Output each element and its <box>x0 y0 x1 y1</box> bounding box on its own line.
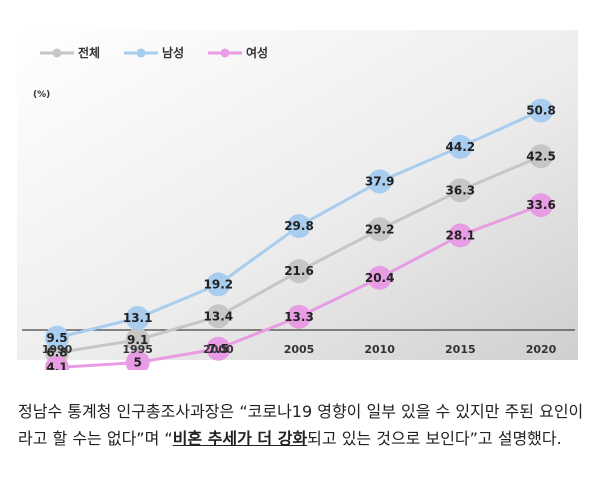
data-label-s2-1: 5 <box>133 356 141 370</box>
caption-highlight: 비혼 추세가 더 강화 <box>172 429 308 448</box>
x-tick-2015: 2015 <box>445 343 476 356</box>
point-s2-6 <box>529 193 553 218</box>
data-label-s0-3: 21.6 <box>284 264 314 278</box>
point-s0-1 <box>125 327 150 352</box>
data-label-s0-2: 13.4 <box>204 309 234 323</box>
data-label-s2-0: 4.1 <box>46 360 67 370</box>
data-points <box>45 98 553 370</box>
x-tick-labels: 1990 1995 2000 2005 2010 2015 2020 <box>42 343 557 356</box>
point-s1-6 <box>529 98 553 123</box>
legend-label-0: 전체 <box>78 45 100 60</box>
caption-part1: 정남수 통계청 인구총조사과장은 “코로나19 영향이 일부 있을 수 있지만 … <box>18 402 584 448</box>
data-label-s2-6: 33.6 <box>526 198 556 212</box>
caption-part2: 되고 있는 것으로 보인다”고 설명했다. <box>307 429 562 448</box>
data-label-s0-4: 29.2 <box>365 222 395 236</box>
data-label-s0-1: 9.1 <box>127 333 148 347</box>
data-label-s2-5: 28.1 <box>446 228 476 242</box>
data-label-s0-0: 6.8 <box>46 346 67 360</box>
point-s2-4 <box>367 265 392 290</box>
x-tick-1990: 1990 <box>42 343 73 356</box>
x-tick-2020: 2020 <box>526 343 557 356</box>
x-tick-2005: 2005 <box>284 343 315 356</box>
data-label-s2-4: 20.4 <box>365 271 395 285</box>
data-label-s1-1: 13.1 <box>123 311 153 325</box>
data-label-s1-6: 50.8 <box>526 104 556 118</box>
data-label-s1-3: 29.8 <box>284 219 314 233</box>
data-label-s1-2: 19.2 <box>204 277 234 291</box>
legend-marker-1 <box>136 48 146 58</box>
point-s0-2 <box>206 304 231 329</box>
x-tick-2000: 2000 <box>203 343 234 356</box>
point-s2-1 <box>125 350 150 370</box>
data-label-s0-5: 36.3 <box>446 183 476 197</box>
point-s0-6 <box>529 144 553 169</box>
point-s1-1 <box>125 305 150 330</box>
data-label-s1-5: 44.2 <box>446 140 476 154</box>
point-s1-5 <box>448 134 473 159</box>
legend-label-1: 남성 <box>162 45 184 60</box>
point-s2-2 <box>206 336 231 361</box>
legend-marker-2 <box>220 48 230 58</box>
point-s0-3 <box>287 259 311 284</box>
x-tick-2010: 2010 <box>364 343 395 356</box>
chart-svg: 전체 남성 여성 (%) 6.8 9.1 13.4 21.6 29.2 36.3 42.5 9.5… <box>17 30 578 370</box>
legend: 전체 남성 여성 <box>40 45 268 60</box>
data-label-s2-2: 7.5 <box>208 342 229 356</box>
point-s0-5 <box>448 178 473 203</box>
data-labels: 6.8 9.1 13.4 21.6 29.2 36.3 42.5 9.5 13.1 19.2 29.… <box>46 104 555 370</box>
point-s1-4 <box>367 169 392 194</box>
legend-marker-0 <box>52 48 62 58</box>
point-s1-2 <box>206 272 231 297</box>
point-s1-0 <box>45 325 69 350</box>
point-s1-3 <box>287 214 311 239</box>
point-s2-3 <box>287 304 311 329</box>
unit-label: (%) <box>33 90 50 100</box>
data-label-s1-4: 37.9 <box>365 175 395 189</box>
data-label-s2-3: 13.3 <box>284 310 314 324</box>
point-s0-4 <box>367 217 392 242</box>
x-tick-1995: 1995 <box>122 343 153 356</box>
data-label-s1-0: 9.5 <box>46 331 67 345</box>
point-s2-5 <box>448 223 473 248</box>
chart: 전체 남성 여성 (%) 6.8 9.1 13.4 21.6 29.2 36.3 42.5 9.5… <box>17 30 578 370</box>
data-label-s0-6: 42.5 <box>526 149 556 163</box>
point-s2-0 <box>45 355 69 370</box>
legend-label-2: 여성 <box>246 45 268 60</box>
caption: 정남수 통계청 인구총조사과장은 “코로나19 영향이 일부 있을 수 있지만 … <box>18 398 588 452</box>
